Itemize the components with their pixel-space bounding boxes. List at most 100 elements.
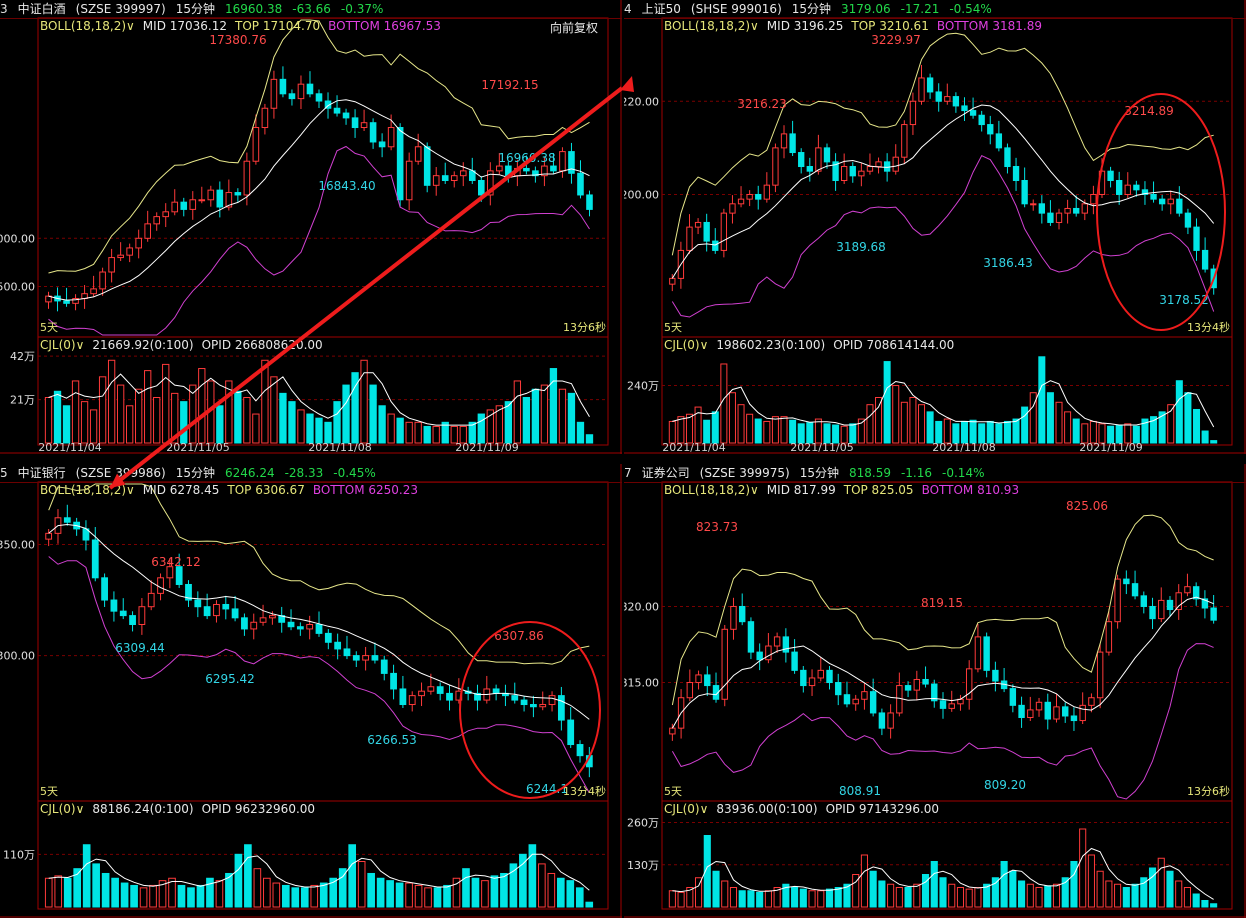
volume-bar [357,861,366,908]
price-annotation: 809.20 [984,778,1026,792]
countdown-label: 13分4秒 [1187,320,1230,334]
volume-axis-label: 240万 [627,380,659,393]
boll-mid-value: MID 817.99 [766,483,836,497]
volume-bar [791,887,799,908]
candle [387,127,395,148]
candle [878,712,886,729]
volume-value: 21669.92(0:100) [92,338,194,352]
candle [432,175,440,186]
date-label: 2021/11/05 [166,441,229,454]
volume-bar [462,868,470,908]
candle [1107,170,1114,181]
candle [360,122,368,129]
candle [492,688,500,694]
candle [315,623,323,634]
price-annotation: 6309.44 [115,641,165,655]
boll-mid-value: MID 6278.45 [142,483,220,497]
volume-axis-label: 110万 [3,848,35,861]
volume-bar [1087,854,1095,908]
volume-bar [668,420,676,444]
candle [669,277,676,285]
volume-bar [1183,887,1192,908]
candle [763,184,770,200]
volume-bar [1018,880,1026,908]
candle [279,78,287,95]
candle [861,691,868,700]
volume-bar [168,877,176,908]
candle [153,216,160,225]
candle [952,96,960,107]
candle [747,621,755,653]
candle [408,695,416,706]
candle [974,636,982,670]
volume-axis-label: 42万 [10,350,35,363]
volume-axis-label: 130万 [627,859,659,872]
volume-bar [738,890,746,908]
adjust-mode-button[interactable]: 向前复权 [549,21,598,35]
volume-bar [342,384,350,444]
candle [414,146,422,162]
candle [1201,249,1209,270]
volume-label: CJL(0)∨ [664,802,709,816]
candle [806,166,813,172]
volume-bar [869,870,877,908]
volume-bar [177,884,186,908]
candle [261,107,269,129]
volume-bar [956,887,965,908]
volume-bar [386,880,394,908]
volume-value: 83936.00(0:100) [716,802,818,816]
volume-bar [737,404,745,444]
candle [63,517,71,523]
volume-bar [799,888,807,908]
panel-header: 3 中证白酒 (SZSE 399997) 15分钟 16960.38 -63.66 -0.3… [0,0,622,19]
candle [789,133,796,154]
candle [852,698,859,705]
chart-panel-p3[interactable]: 350.00 300.00 110万 6342.12 6307.86 6309.44 629… [0,464,622,918]
volume-bar [1072,418,1080,444]
date-label: 2021/11/09 [455,441,518,454]
volume-bar [1003,420,1011,444]
volume-bar [101,872,110,908]
chart-panel-p4[interactable]: 820.00 815.00 260万 130万 823.73 825.06 819.15 80… [624,464,1246,918]
candle [450,175,458,182]
volume-bar [585,434,594,444]
volume-bar [1175,380,1183,444]
candle [351,117,359,129]
volume-bar [139,887,148,908]
volume-bar [913,883,921,908]
candle [1021,180,1028,205]
candle [511,695,519,701]
price-change: -17.21 [900,2,940,16]
candle [944,96,951,102]
candle [108,257,115,273]
volume-bar [153,397,161,444]
period-selector: 15分钟 [175,466,215,480]
candle [189,199,197,210]
chart-panel-p2[interactable]: 3220.00 3200.00 240万 2021/11/04 2021/11/05 20… [624,0,1246,454]
volume-bar [44,877,53,908]
price-annotation: 6266.53 [367,733,417,747]
candle [126,247,133,256]
volume-bar [1021,406,1029,444]
chart-panel-p1[interactable]: 7000.00 6500.00 42万 21万 2021/11/04 2021/11/05… [0,0,622,454]
instrument-name: 上证50 [641,2,681,16]
volume-bar [243,397,251,444]
volume-bar [991,877,999,908]
volume-bar [395,882,404,908]
candle [396,127,404,201]
volume-bar [92,863,100,908]
volume-bar [721,880,729,908]
last-price: 818.59 [848,466,891,480]
volume-bar [918,404,926,444]
candle [1192,586,1200,600]
candle [815,147,822,172]
candle [418,690,425,697]
opid-value: OPID 266808620.00 [201,338,323,352]
countdown-label: 13分4秒 [563,784,606,798]
candle [755,193,762,200]
candle [446,692,453,701]
candle [216,189,224,208]
volume-axis-label: 260万 [627,817,659,830]
candle [436,686,444,694]
candle [297,83,305,100]
